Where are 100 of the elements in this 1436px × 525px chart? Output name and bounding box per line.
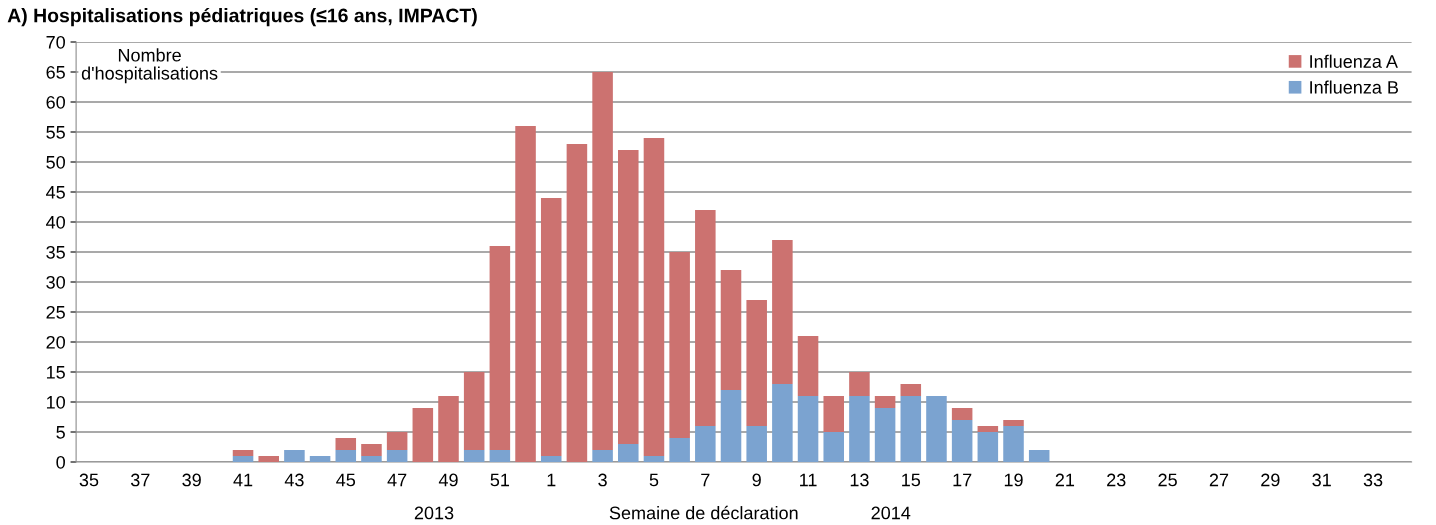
y-tick-label: 25: [46, 305, 65, 319]
bar: [232, 456, 254, 462]
x-tick-label: 1: [547, 473, 556, 487]
bar: [463, 450, 485, 462]
legend-label: Influenza A: [1310, 54, 1398, 68]
bar: [823, 396, 845, 432]
x-tick-label: 15: [902, 473, 921, 487]
y-tick-label: 50: [46, 155, 65, 169]
bar: [309, 456, 331, 462]
bar: [618, 150, 639, 444]
chart-title: A) Hospitalisations pédiatriques (≤16 ans, IMPACT): [7, 7, 477, 27]
bar: [900, 384, 922, 396]
bar: [900, 396, 922, 462]
bar: [335, 450, 357, 462]
y-tick-label: 40: [46, 215, 65, 229]
bar: [720, 270, 742, 390]
bar: [643, 138, 665, 456]
y-tick-label: 20: [46, 335, 65, 349]
text: 2014: [871, 506, 911, 520]
y-tick-label: 30: [46, 275, 65, 289]
x-tick-label: 37: [130, 473, 150, 487]
bar: [977, 432, 999, 462]
x-tick-label: 9: [752, 473, 761, 487]
x-tick-label: 29: [1261, 473, 1280, 487]
bar: [335, 438, 357, 450]
legend-label: Influenza B: [1310, 80, 1398, 94]
bar: [874, 408, 896, 462]
x-tick-label: 11: [800, 473, 817, 487]
bar: [1003, 426, 1024, 462]
bar: [772, 240, 793, 384]
bar: [258, 456, 279, 462]
bar: [412, 408, 434, 462]
y-tick-label: 5: [56, 426, 65, 439]
bar: [849, 396, 870, 462]
bar: [977, 426, 999, 432]
bar: [746, 426, 767, 462]
y-tick-label: 10: [46, 395, 65, 409]
x-tick-label: 35: [79, 473, 99, 487]
bar: [361, 456, 382, 462]
bar: [695, 426, 716, 462]
x-tick-label: 27: [1209, 473, 1229, 487]
bar: [540, 456, 562, 462]
bar: [797, 396, 819, 462]
bar: [1003, 420, 1024, 426]
bar: [618, 444, 639, 462]
x-tick-label: 19: [1004, 473, 1023, 487]
x-tick-label: 51: [490, 473, 510, 487]
bar: [926, 396, 947, 462]
bar: [592, 72, 613, 450]
bar: [669, 438, 690, 462]
x-tick-label: 47: [387, 473, 407, 487]
y-axis-title: Nombre d'hospitalisations: [81, 48, 218, 84]
x-axis-title: Semaine de déclaration: [609, 505, 798, 520]
y-tick-label: 15: [46, 366, 65, 379]
bar: [823, 432, 845, 462]
x-tick-label: 5: [649, 473, 659, 487]
x-tick-label: 45: [336, 473, 356, 487]
bar: [695, 210, 716, 426]
bar: [361, 444, 382, 456]
bar: [951, 420, 973, 462]
x-tick-label: 25: [1158, 473, 1177, 487]
bar: [540, 198, 562, 456]
x-tick-label: 13: [850, 473, 869, 487]
x-tick-label: 31: [1312, 473, 1331, 487]
y-tick-label: 55: [46, 126, 65, 139]
x-tick-label: 41: [233, 473, 253, 487]
y-tick-label: 0: [56, 455, 65, 469]
bar: [797, 336, 819, 396]
x-tick-label: 49: [438, 473, 458, 487]
bar: [489, 450, 511, 462]
bar: [643, 456, 665, 462]
bar: [1028, 450, 1050, 462]
bar: [284, 450, 305, 462]
bar: [489, 246, 511, 450]
bar: [772, 384, 793, 462]
bar: [874, 396, 896, 408]
bar: [515, 126, 536, 462]
bar: [566, 144, 588, 462]
text: 2013: [414, 506, 454, 520]
y-tick-label: 70: [46, 35, 65, 49]
bar: [951, 408, 973, 420]
x-tick-label: 17: [953, 473, 972, 487]
bar: [720, 390, 742, 462]
x-tick-label: 43: [284, 473, 304, 487]
bar: [669, 252, 690, 438]
x-tick-label: 23: [1107, 473, 1126, 487]
bar: [463, 372, 485, 450]
y-tick-label: 60: [46, 95, 65, 109]
bar: [438, 396, 459, 462]
bar: [232, 450, 254, 456]
x-tick-label: 21: [1055, 473, 1075, 487]
x-tick-label: 7: [701, 473, 710, 487]
bar: [592, 450, 613, 462]
bar: [849, 372, 870, 396]
x-tick-label: 3: [598, 473, 607, 487]
y-tick-label: 35: [46, 245, 65, 259]
bar: [386, 432, 408, 450]
x-tick-label: 33: [1363, 473, 1383, 487]
bar: [746, 300, 767, 426]
x-tick-label: 39: [182, 473, 201, 487]
